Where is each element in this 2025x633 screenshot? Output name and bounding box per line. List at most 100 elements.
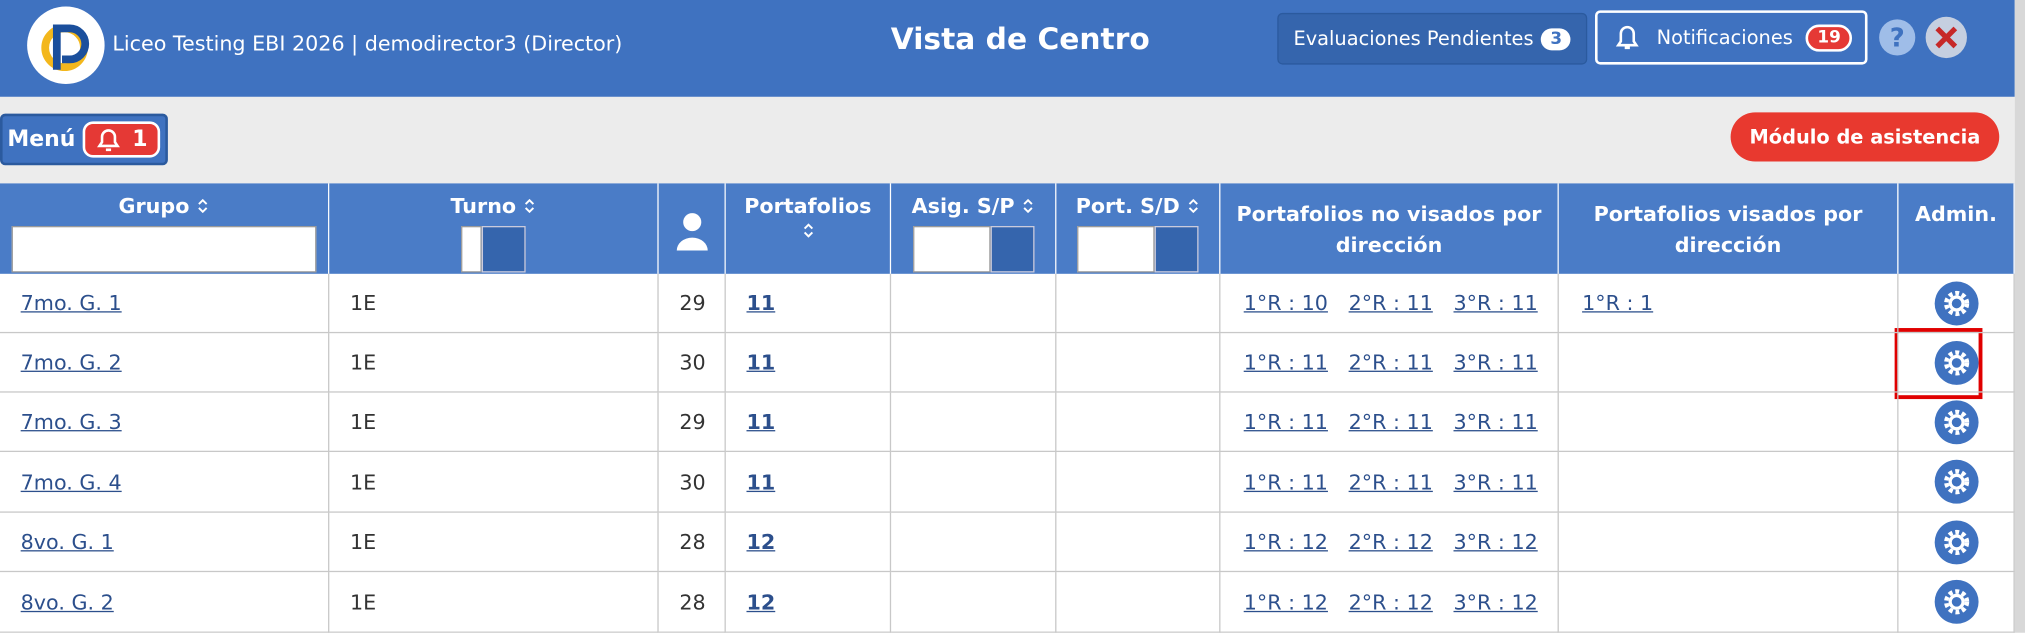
table-cell: 11 [725,273,892,334]
sort-icon[interactable] [197,198,210,214]
column-header: Admin. [1898,183,2015,274]
column-header: Turno [329,183,659,274]
round-link[interactable]: 3°R : 11 [1453,290,1538,316]
filter-dropdown[interactable] [481,226,526,273]
close-button[interactable] [1924,15,1968,59]
students-icon [676,213,708,251]
table-cell: 11 [725,452,892,513]
table-cell: 28 [658,512,726,573]
filter-input[interactable] [461,226,482,273]
table-cell [891,572,1057,633]
pending-label: Evaluaciones Pendientes [1293,27,1534,51]
filter-dropdown[interactable] [1154,226,1199,273]
filter-input[interactable] [11,226,317,273]
admin-gear[interactable] [1933,339,1979,385]
round-link[interactable]: 3°R : 11 [1453,409,1538,434]
round-link[interactable]: 3°R : 11 [1453,469,1538,494]
sort-icon[interactable] [523,198,536,214]
column-title: Grupo [118,193,190,219]
group-link[interactable]: 7mo. G. 4 [20,469,122,494]
round-link[interactable]: 3°R : 12 [1453,589,1538,615]
table-cell [1056,273,1221,334]
portfolio-link[interactable]: 12 [746,529,776,555]
portfolio-link[interactable]: 11 [746,469,776,494]
table-cell: 1°R : 11 2°R : 11 3°R : 11 [1220,392,1559,453]
table-cell: 12 [725,572,892,633]
table-cell [1056,452,1221,513]
group-link[interactable]: 8vo. G. 1 [20,529,114,555]
round-link[interactable]: 2°R : 11 [1348,469,1433,494]
table-cell: 1E [329,273,659,334]
group-link[interactable]: 7mo. G. 3 [20,409,122,434]
table-cell [1898,452,2015,513]
table-cell [1056,572,1221,633]
admin-gear[interactable] [1933,579,1979,625]
sort-icon[interactable] [1187,198,1200,214]
table-cell: 1E [329,572,659,633]
round-link[interactable]: 3°R : 12 [1453,529,1538,555]
sort-icon[interactable] [801,222,814,238]
turno: 1E [349,589,377,615]
portfolio-link[interactable]: 11 [746,290,776,316]
round-link[interactable]: 1°R : 1 [1582,290,1654,316]
round-link[interactable]: 1°R : 12 [1243,529,1328,555]
round-link[interactable]: 1°R : 10 [1243,290,1328,316]
table-cell [891,273,1057,334]
filter-dropdown[interactable] [989,226,1034,273]
table-cell: 1°R : 10 2°R : 11 3°R : 11 [1220,273,1559,334]
portfolio-link[interactable]: 11 [746,409,776,434]
round-link[interactable]: 2°R : 11 [1348,349,1433,375]
portfolio-link[interactable]: 11 [746,349,776,375]
table-cell: 1E [329,333,659,393]
table-cell: 1°R : 12 2°R : 12 3°R : 12 [1220,572,1559,633]
notifications-button[interactable]: Notificaciones 19 [1595,10,1868,65]
column-header: Port. S/D [1056,183,1221,274]
table-cell [1558,333,1899,393]
admin-gear[interactable] [1933,398,1979,444]
admin-gear[interactable] [1933,458,1979,504]
column-title: Portafolios [744,193,872,219]
table-cell: 30 [658,452,726,513]
menu-button[interactable]: Menú 1 [0,113,168,166]
round-link[interactable]: 2°R : 12 [1348,529,1433,555]
sort-icon[interactable] [1022,198,1035,214]
round-link[interactable]: 2°R : 12 [1348,589,1433,615]
scrollbar [2014,0,2025,633]
filter-input[interactable] [1077,226,1155,273]
table-cell [1056,333,1221,393]
round-link[interactable]: 1°R : 11 [1243,409,1328,434]
column-title: Asig. S/P [911,193,1015,219]
table-cell: 11 [725,333,892,393]
toolbar [0,96,2015,184]
group-link[interactable]: 7mo. G. 1 [20,290,122,316]
table-cell: 1E [329,512,659,573]
table-cell: 1°R : 12 2°R : 12 3°R : 12 [1220,512,1559,573]
table-cell [891,452,1057,513]
table-cell: 8vo. G. 1 [0,512,330,573]
column-header: Portafolios visados por dirección [1558,183,1899,274]
round-link[interactable]: 3°R : 11 [1453,349,1538,375]
table-cell [1558,452,1899,513]
column-header: Portafolios no visados por dirección [1220,183,1559,274]
student-count: 28 [679,589,706,615]
round-link[interactable]: 2°R : 11 [1348,290,1433,316]
filter-input[interactable] [912,226,990,273]
round-link[interactable]: 1°R : 11 [1243,349,1328,375]
help-button[interactable]: ? [1879,19,1916,56]
turno: 1E [349,290,377,316]
table-cell: 1E [329,392,659,453]
admin-gear[interactable] [1933,519,1979,565]
portfolio-link[interactable]: 12 [746,589,776,615]
table-cell [891,333,1057,393]
round-link[interactable]: 1°R : 11 [1243,469,1328,494]
table-cell [891,512,1057,573]
group-link[interactable]: 7mo. G. 2 [20,349,122,375]
table-cell: 1°R : 11 2°R : 11 3°R : 11 [1220,452,1559,513]
turno: 1E [349,529,377,555]
round-link[interactable]: 1°R : 12 [1243,589,1328,615]
round-link[interactable]: 2°R : 11 [1348,409,1433,434]
pending-button[interactable]: Evaluaciones Pendientes 3 [1277,12,1588,65]
group-link[interactable]: 8vo. G. 2 [20,589,114,615]
admin-gear[interactable] [1933,280,1979,326]
attendance-button[interactable]: Módulo de asistencia [1730,112,2000,162]
